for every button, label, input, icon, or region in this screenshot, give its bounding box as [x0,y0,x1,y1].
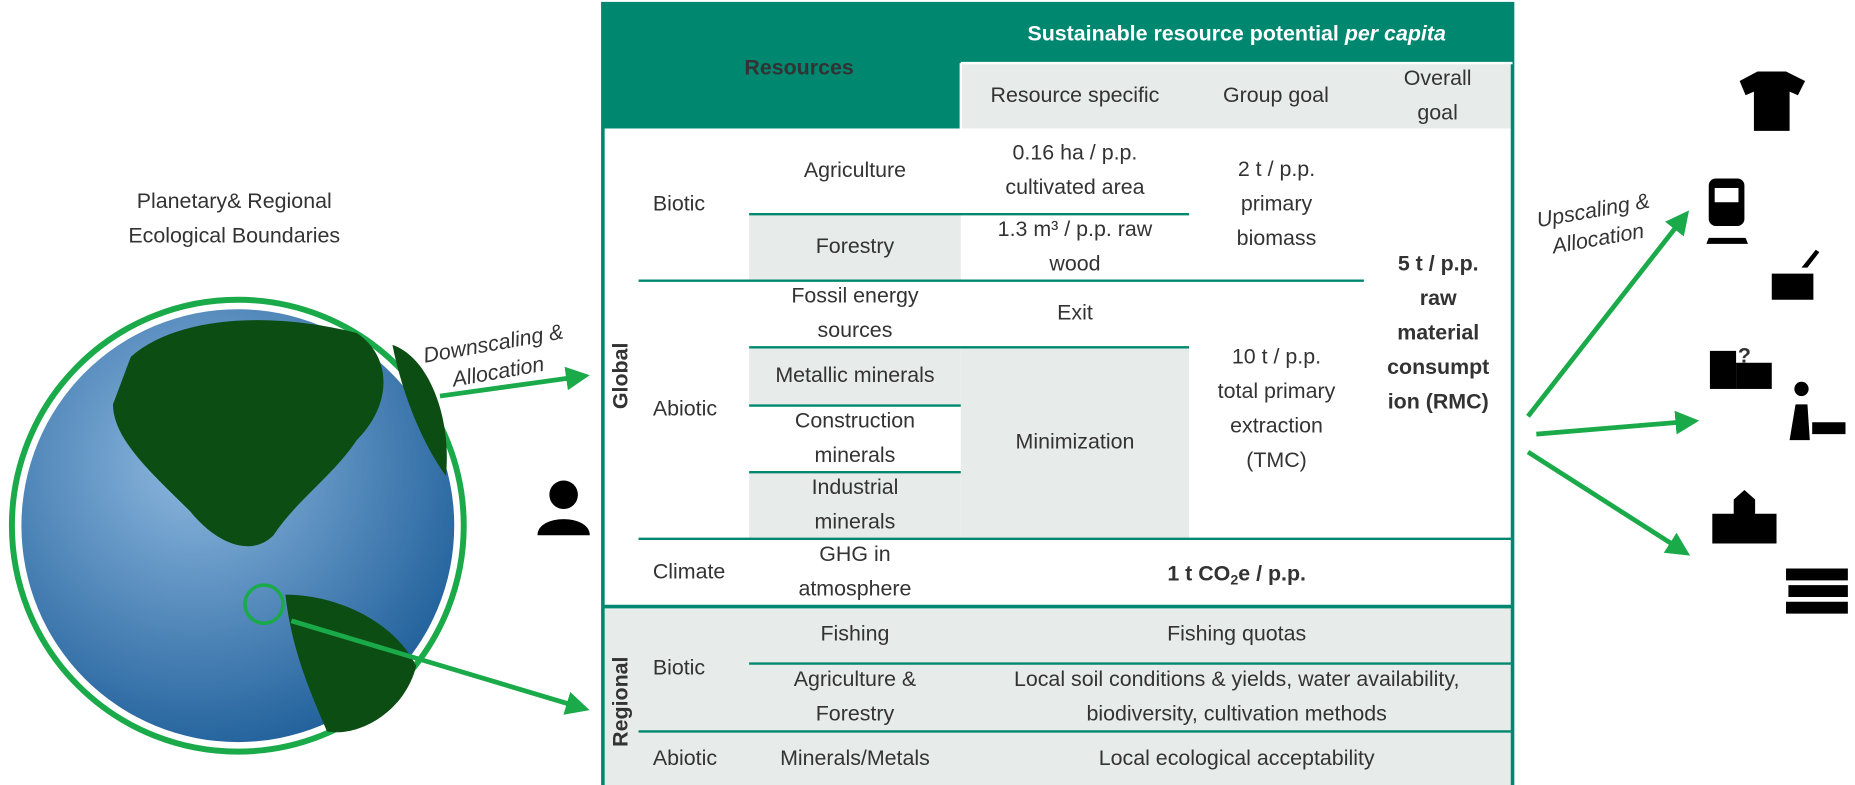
column-header: Group goal [1223,83,1329,107]
text-part: 2 [1230,572,1238,588]
cell-text: raw [1420,286,1457,310]
cell-text: 2 t / p.p. [1238,157,1315,181]
cell-bg [960,63,1513,129]
cell-bg [602,606,1513,785]
cell-bg [960,347,1190,539]
cell-text: 0.16 ha / p.p. [1013,141,1138,165]
header: Resources [744,56,853,80]
cell-text: wood [1048,251,1100,275]
cell-text: Metallic minerals [775,363,934,387]
header-part: Sustainable resource potential [1027,21,1344,45]
section-label: Global [609,343,633,410]
text-part: e / p.p. [1238,561,1306,585]
cell-text: total primary [1218,379,1336,403]
upscaling-label: Upscaling &Allocation [1535,189,1652,259]
cell-bg [749,214,961,281]
cell-text: Local soil conditions & yields, water av… [1014,667,1459,691]
cell-text: extraction [1230,414,1323,438]
cell-text: Abiotic [653,396,718,420]
globe-title: Planetary& Regional [137,189,332,213]
column-header: goal [1417,100,1457,124]
header-part: per capita [1344,21,1446,45]
cell-text: GHG in [819,542,890,566]
cell-text: Forestry [816,701,895,725]
cell-bg [749,347,961,406]
text-part: 1 t CO [1167,561,1230,585]
cell-text: 1.3 m³ / p.p. raw [998,217,1153,241]
cell-text: Abiotic [653,746,718,770]
cell-text: Forestry [816,234,895,258]
cell-text: sources [818,318,893,342]
cell-text: material [1397,320,1479,344]
section-label: Regional [609,657,633,747]
cell-text: ion (RMC) [1388,389,1489,413]
globe [8,296,467,755]
cell-text: Climate [653,559,726,583]
cell-text: primary [1241,191,1313,215]
cell-text: Agriculture & [794,667,916,691]
cell-text: Fishing quotas [1167,622,1306,646]
arrows [290,210,1700,715]
cell-text: Minimization [1016,430,1135,454]
cell-text: (TMC) [1246,448,1307,472]
cell-bg [749,472,961,539]
cell-text: biomass [1237,226,1317,250]
cell-text: Construction [795,408,915,432]
globe-title: Ecological Boundaries [128,223,340,247]
cell-text: biodiversity, cultivation methods [1086,701,1386,725]
table [601,1,1515,785]
column-header: Overall [1404,66,1472,90]
cell-text: Biotic [653,656,706,680]
question-mark: ? [1738,343,1751,367]
icons [1706,71,1848,614]
cell-text: atmosphere [798,577,911,601]
person-icon [537,480,590,536]
cell-text: minerals [815,443,896,467]
cell-text: 5 t / p.p. [1398,251,1479,275]
cell-text: 1 t CO2e / p.p. [1167,561,1306,588]
cell-text: Local ecological acceptability [1099,746,1375,770]
table-border [601,1,1515,785]
cell-text: minerals [815,509,896,533]
cell-text: Biotic [653,191,706,215]
header: Sustainable resource potential per capit… [1027,21,1446,45]
cell-text: Industrial [812,475,899,499]
cell-text: Exit [1057,301,1093,325]
cell-text: Fishing [820,622,889,646]
cell-text: consumpt [1387,355,1489,379]
downscaling-label: Downscaling &Allocation [421,320,565,392]
cell-text: Fossil energy [791,283,919,307]
cell-text: Agriculture [804,158,906,182]
column-header: Resource specific [991,83,1160,107]
cell-text: Minerals/Metals [780,746,930,770]
cell-text: 10 t / p.p. [1232,345,1321,369]
cell-text: cultivated area [1005,175,1144,199]
